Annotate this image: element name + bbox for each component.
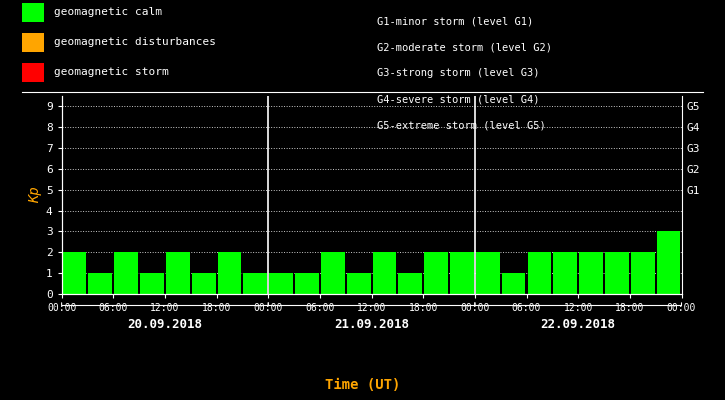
Text: G2-moderate storm (level G2): G2-moderate storm (level G2) [377, 42, 552, 52]
Bar [399, 273, 422, 294]
Bar [218, 252, 241, 294]
Bar [192, 273, 215, 294]
Bar [579, 252, 603, 294]
Bar [295, 273, 319, 294]
Text: geomagnetic disturbances: geomagnetic disturbances [54, 37, 216, 47]
Text: G5-extreme storm (level G5): G5-extreme storm (level G5) [377, 120, 546, 130]
Bar [166, 252, 190, 294]
Bar [62, 252, 86, 294]
Bar [450, 252, 474, 294]
Y-axis label: Kp: Kp [28, 187, 41, 203]
Bar [140, 273, 164, 294]
Text: 21.09.2018: 21.09.2018 [334, 318, 409, 330]
Text: 20.09.2018: 20.09.2018 [128, 318, 202, 330]
Bar [553, 252, 577, 294]
Bar [244, 273, 268, 294]
Text: Time (UT): Time (UT) [325, 378, 400, 392]
Bar [321, 252, 344, 294]
Bar [115, 252, 138, 294]
Text: G1-minor storm (level G1): G1-minor storm (level G1) [377, 16, 534, 26]
Text: G4-severe storm (level G4): G4-severe storm (level G4) [377, 94, 539, 104]
Bar [373, 252, 397, 294]
Bar [476, 252, 500, 294]
Bar [424, 252, 448, 294]
Text: 22.09.2018: 22.09.2018 [541, 318, 616, 330]
Bar [657, 232, 681, 294]
Bar [605, 252, 629, 294]
Bar [269, 273, 293, 294]
Bar [528, 252, 551, 294]
Text: geomagnetic calm: geomagnetic calm [54, 7, 162, 17]
Bar [502, 273, 526, 294]
Text: G3-strong storm (level G3): G3-strong storm (level G3) [377, 68, 539, 78]
Bar [88, 273, 112, 294]
Bar [631, 252, 655, 294]
Bar [347, 273, 370, 294]
Text: geomagnetic storm: geomagnetic storm [54, 67, 169, 77]
